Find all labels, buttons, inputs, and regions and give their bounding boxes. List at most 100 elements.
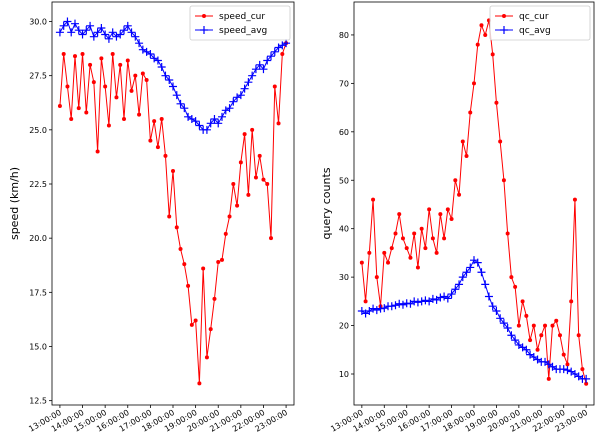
marker: [561, 352, 566, 357]
marker: [178, 247, 183, 251]
marker: [421, 296, 430, 305]
marker: [443, 294, 452, 303]
marker: [72, 54, 77, 59]
y-tick-label: 40: [339, 225, 349, 234]
marker: [69, 117, 74, 121]
marker: [82, 26, 91, 35]
marker: [580, 367, 585, 372]
marker: [161, 71, 170, 80]
marker: [261, 177, 266, 182]
marker: [371, 197, 376, 202]
y-tick-label: 22.5: [29, 180, 47, 189]
marker: [84, 110, 89, 115]
y-axis-label: query counts: [320, 167, 333, 239]
marker: [386, 260, 391, 265]
y-tick-label: 20: [339, 322, 349, 331]
marker: [236, 91, 245, 100]
marker: [195, 121, 204, 130]
marker: [106, 123, 111, 128]
marker: [189, 322, 194, 327]
marker: [427, 207, 432, 212]
marker: [251, 65, 260, 74]
marker: [89, 32, 98, 41]
marker: [472, 81, 476, 86]
marker: [440, 292, 449, 301]
marker: [148, 138, 153, 143]
marker: [569, 299, 574, 304]
marker: [419, 226, 424, 231]
marker: [174, 225, 179, 230]
marker: [129, 88, 134, 93]
marker: [372, 306, 381, 315]
marker: [244, 78, 253, 87]
marker: [528, 338, 533, 343]
marker: [133, 73, 138, 78]
marker: [272, 84, 277, 89]
marker: [55, 28, 64, 37]
marker: [563, 366, 572, 375]
marker: [359, 260, 364, 265]
y-tick-label: 30: [339, 273, 349, 282]
marker: [108, 28, 117, 37]
marker: [263, 56, 272, 65]
marker: [543, 323, 548, 328]
marker: [539, 333, 544, 338]
y-tick-label: 80: [339, 31, 349, 40]
marker: [572, 197, 577, 202]
marker: [428, 294, 437, 303]
marker: [479, 23, 484, 28]
marker: [152, 119, 157, 124]
marker: [142, 47, 151, 56]
legend-label: qc_avg: [519, 26, 551, 36]
marker: [76, 106, 81, 111]
marker: [91, 80, 96, 85]
y-tick-label: 27.5: [29, 72, 47, 81]
marker: [488, 302, 497, 311]
marker: [455, 280, 464, 289]
marker: [157, 63, 166, 71]
marker: [163, 153, 168, 158]
y-tick-label: 17.5: [29, 288, 47, 297]
marker: [498, 139, 503, 144]
marker: [557, 333, 562, 338]
marker: [436, 293, 445, 302]
marker: [445, 207, 450, 212]
marker: [451, 285, 460, 294]
marker: [505, 231, 510, 236]
marker: [95, 149, 100, 154]
marker: [146, 50, 155, 58]
marker: [270, 47, 279, 56]
legend-marker: [502, 14, 506, 18]
marker: [206, 119, 215, 128]
marker: [501, 178, 506, 183]
marker: [473, 258, 482, 267]
marker: [483, 32, 488, 37]
marker: [223, 231, 228, 236]
marker: [57, 104, 62, 108]
marker: [503, 323, 512, 332]
marker: [408, 255, 413, 260]
marker: [227, 214, 232, 219]
marker: [225, 104, 234, 113]
marker: [269, 236, 274, 241]
legend-box: [489, 5, 591, 41]
marker: [231, 182, 236, 186]
marker: [138, 45, 147, 54]
marker: [235, 203, 240, 208]
marker: [363, 299, 368, 304]
marker: [457, 192, 462, 197]
marker: [550, 323, 555, 328]
marker: [172, 91, 181, 100]
marker: [397, 212, 402, 217]
legend-label: speed_avg: [219, 26, 267, 36]
marker: [65, 84, 70, 89]
marker: [565, 362, 570, 367]
marker: [197, 381, 202, 386]
marker: [477, 268, 486, 277]
axes-frame: [51, 1, 295, 406]
marker: [490, 52, 495, 57]
axes-frame: [353, 1, 595, 406]
marker: [250, 127, 255, 132]
marker: [131, 32, 140, 41]
marker: [492, 307, 501, 316]
